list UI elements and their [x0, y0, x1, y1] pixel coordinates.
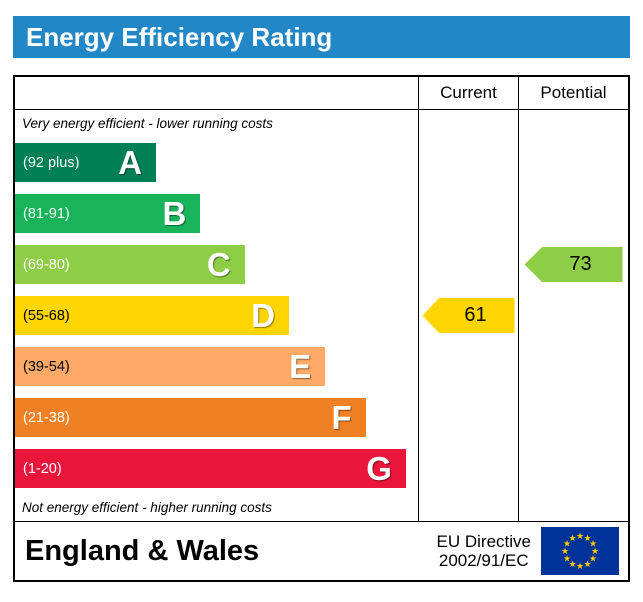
- band-range-label: (92 plus): [23, 154, 80, 171]
- svg-text:★: ★: [563, 554, 571, 564]
- band-bar: (1-20) G: [15, 449, 406, 488]
- svg-text:★: ★: [589, 539, 597, 549]
- current-value-cell: [418, 341, 518, 392]
- column-header-current: Current: [418, 77, 518, 110]
- band-row-d: (55-68) D 61: [15, 290, 628, 341]
- band-letter: G: [366, 450, 392, 487]
- band-row-g: (1-20) G: [15, 443, 628, 494]
- eu-directive-line1: EU Directive: [436, 531, 531, 551]
- current-value-cell: [418, 188, 518, 239]
- band-bar: (21-38) F: [15, 398, 366, 437]
- current-value-cell: [418, 137, 518, 188]
- band-range-label: (1-20): [23, 460, 62, 477]
- potential-value-cell: [518, 137, 628, 188]
- potential-value-cell: 73: [518, 239, 628, 290]
- svg-text:★: ★: [583, 559, 591, 569]
- svg-text:★: ★: [563, 539, 571, 549]
- band-bar: (92 plus) A: [15, 143, 157, 182]
- column-header-potential: Potential: [518, 77, 628, 110]
- band-bar: (69-80) C: [15, 245, 245, 284]
- svg-text:★: ★: [583, 533, 591, 543]
- svg-text:★: ★: [576, 561, 584, 571]
- band-range-label: (69-80): [23, 256, 70, 273]
- current-value-cell: [418, 443, 518, 494]
- potential-value-cell: [518, 290, 628, 341]
- bottom-note-row: Not energy efficient - higher running co…: [15, 494, 628, 521]
- band-letter: D: [251, 297, 276, 334]
- band-bar-cell: (1-20) G: [15, 443, 418, 494]
- bottom-note: Not energy efficient - higher running co…: [22, 500, 272, 515]
- band-letter: C: [206, 246, 231, 283]
- band-bar: (81-91) B: [15, 194, 201, 233]
- svg-text:★: ★: [561, 546, 569, 556]
- band-range-label: (39-54): [23, 358, 70, 375]
- current-column-spacer: [418, 494, 518, 521]
- potential-column-spacer: [518, 494, 628, 521]
- top-note: Very energy efficient - lower running co…: [22, 116, 273, 131]
- band-bar-cell: (69-80) C: [15, 239, 418, 290]
- band-bar-cell: (55-68) D: [15, 290, 418, 341]
- band-row-f: (21-38) F: [15, 392, 628, 443]
- eu-flag-field: [541, 527, 619, 575]
- band-bar-cell: (39-54) E: [15, 341, 418, 392]
- potential-value-cell: [518, 341, 628, 392]
- current-rating-arrow: 61: [422, 298, 515, 333]
- bottom-note-cell: Not energy efficient - higher running co…: [15, 494, 418, 521]
- potential-rating-arrow: 73: [524, 247, 623, 282]
- band-range-label: (81-91): [23, 205, 70, 222]
- band-letter: F: [331, 399, 352, 436]
- header-spacer: [15, 77, 418, 110]
- bands-body: (92 plus) A (81-91) B (69-80) C 73: [15, 137, 628, 494]
- band-row-c: (69-80) C 73: [15, 239, 628, 290]
- footer-row: England & Wales EU Directive 2002/91/EC …: [15, 521, 628, 580]
- band-row-b: (81-91) B: [15, 188, 628, 239]
- band-bar-cell: (81-91) B: [15, 188, 418, 239]
- current-value-cell: [418, 239, 518, 290]
- region-label: England & Wales: [25, 534, 260, 567]
- epc-chart: Current Potential Very energy efficient …: [13, 75, 630, 582]
- potential-value-cell: [518, 443, 628, 494]
- band-letter: E: [289, 348, 312, 385]
- eu-directive-label: EU Directive 2002/91/EC: [437, 532, 531, 570]
- band-bar: (55-68) D: [15, 296, 290, 335]
- band-range-label: (55-68): [23, 307, 70, 324]
- eu-flag-icon: ★ ★★★★★★★★★★★: [541, 527, 619, 575]
- current-column-spacer: [418, 110, 518, 137]
- eu-flag-stars: ★ ★★★★★★★★★★★: [561, 531, 599, 571]
- band-row-e: (39-54) E: [15, 341, 628, 392]
- eu-directive-line2: 2002/91/EC: [438, 551, 529, 570]
- potential-value-cell: [518, 392, 628, 443]
- svg-text:★: ★: [568, 559, 576, 569]
- svg-text:★: ★: [568, 533, 576, 543]
- header-row: Current Potential: [15, 77, 628, 110]
- svg-text:★: ★: [591, 546, 599, 556]
- svg-text:★: ★: [589, 554, 597, 564]
- potential-value-cell: [518, 188, 628, 239]
- page-title: Energy Efficiency Rating: [26, 21, 333, 52]
- band-bar-cell: (21-38) F: [15, 392, 418, 443]
- band-letter: B: [162, 195, 187, 232]
- band-letter: A: [118, 144, 143, 181]
- svg-text:★: ★: [576, 531, 584, 541]
- band-bar: (39-54) E: [15, 347, 326, 386]
- band-range-label: (21-38): [23, 409, 70, 426]
- top-note-cell: Very energy efficient - lower running co…: [15, 110, 418, 137]
- band-bar-cell: (92 plus) A: [15, 137, 418, 188]
- current-value-cell: [418, 392, 518, 443]
- epc-title-bar: Energy Efficiency Rating: [13, 16, 630, 58]
- potential-column-spacer: [518, 110, 628, 137]
- current-value-cell: 61: [418, 290, 518, 341]
- top-note-row: Very energy efficient - lower running co…: [15, 110, 628, 137]
- band-row-a: (92 plus) A: [15, 137, 628, 188]
